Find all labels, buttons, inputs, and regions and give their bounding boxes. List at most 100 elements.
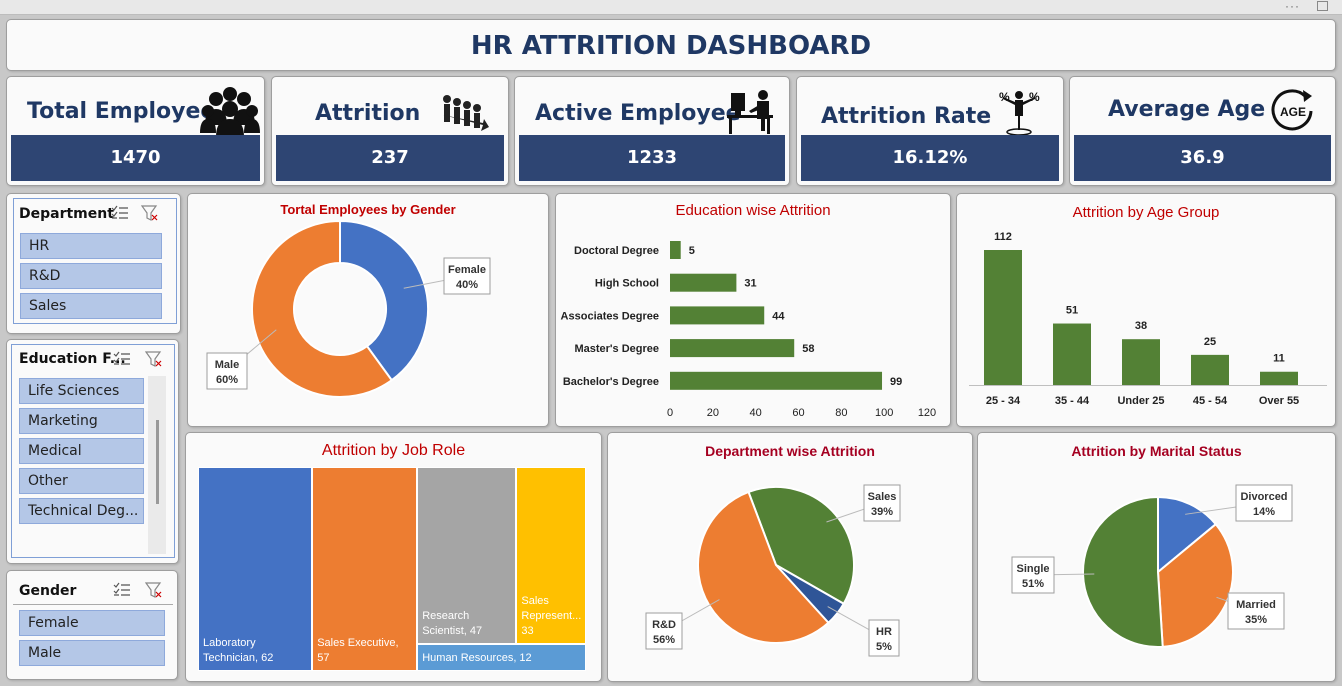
marital-pie-chart: Divorced 14% Married 35% Single 51% bbox=[1011, 484, 1293, 648]
pin-icon[interactable] bbox=[1317, 1, 1328, 11]
treemap-tile-label: Sales Represent... 33 bbox=[521, 595, 582, 638]
data-label-rd-text: 56% bbox=[653, 634, 675, 646]
clear-filter-icon[interactable] bbox=[145, 581, 163, 599]
bar-data-label: 112 bbox=[994, 231, 1012, 243]
data-label-sales-text: Sales bbox=[868, 491, 897, 503]
data-label-male-text: Male bbox=[215, 359, 239, 371]
chart-title: Tortal Employees by Gender bbox=[280, 202, 456, 217]
slicer-frame bbox=[11, 344, 175, 558]
page-title: HR ATTRITION DASHBOARD bbox=[470, 31, 872, 61]
pie-slice-sales bbox=[747, 486, 855, 606]
data-label-single-box bbox=[1011, 556, 1055, 594]
data-label-married-box bbox=[1227, 592, 1285, 630]
chart-title: Education wise Attrition bbox=[675, 202, 831, 219]
education-bar bbox=[670, 371, 883, 390]
multi-select-icon[interactable] bbox=[111, 205, 129, 221]
category-label: High School bbox=[595, 278, 659, 290]
age-cycle-icon: AGE bbox=[1271, 89, 1313, 131]
slicer-item-rnd[interactable]: R&D bbox=[20, 263, 162, 289]
people-group-icon bbox=[200, 87, 260, 137]
slicer-title: Department bbox=[19, 206, 114, 222]
bar-data-label: 25 bbox=[1204, 336, 1216, 348]
data-label-male-text: 60% bbox=[216, 374, 238, 386]
x-tick-label: 0 bbox=[667, 407, 673, 419]
department-slicer: Department HR R&D Sales bbox=[6, 193, 181, 334]
slicer-divider bbox=[13, 604, 173, 605]
category-label: Master's Degree bbox=[574, 343, 659, 355]
data-label-rd-box bbox=[645, 612, 683, 650]
kpi-attrition-rate: Attrition Rate %% 16.12% bbox=[796, 76, 1064, 186]
slicer-item-male[interactable]: Male bbox=[19, 640, 165, 666]
x-tick-label: 20 bbox=[707, 407, 719, 419]
age-group-column-chart: 112 25 - 34 51 35 - 44 38 Under 25 25 45 - 54 11… bbox=[969, 231, 1327, 407]
education-bar-chart: 0 20 40 60 80 100 120 Doctoral Degree 5 High Scho… bbox=[561, 241, 936, 419]
x-tick-label: 40 bbox=[750, 407, 762, 419]
age-group-bar bbox=[1191, 354, 1229, 385]
slicer-item-other[interactable]: Other bbox=[19, 468, 144, 494]
more-options-icon[interactable]: ··· bbox=[1285, 0, 1300, 13]
slicer-scrollbar[interactable] bbox=[148, 376, 166, 554]
data-label-female-box bbox=[443, 257, 491, 295]
svg-text:AGE: AGE bbox=[1280, 105, 1306, 119]
chart-title: Attrition by Age Group bbox=[1072, 204, 1220, 221]
treemap-tile-research-scientist: Research Scientist, 47 bbox=[417, 467, 517, 645]
treemap-tile-label: Sales Executive, 57 bbox=[317, 637, 399, 664]
category-label: Over 55 bbox=[1259, 395, 1299, 407]
attrition-people-icon bbox=[443, 95, 489, 131]
slicer-item-marketing[interactable]: Marketing bbox=[19, 408, 144, 434]
treemap-tile-laboratory-technician: Laboratory Technician, 62 bbox=[198, 467, 313, 671]
data-label-hr-text: 5% bbox=[876, 641, 892, 653]
data-label-divorced-text: 14% bbox=[1253, 506, 1275, 518]
education-bar bbox=[670, 306, 765, 325]
slicer-title: Education F... bbox=[19, 351, 126, 367]
bar-data-label: 58 bbox=[802, 343, 814, 355]
multi-select-icon[interactable] bbox=[113, 351, 131, 367]
category-label: Under 25 bbox=[1117, 395, 1164, 407]
pie-slice-divorced bbox=[1157, 495, 1218, 575]
gender-slicer: Gender Female Male bbox=[6, 570, 178, 680]
clear-filter-icon[interactable] bbox=[145, 350, 163, 368]
data-label-single-text: Single bbox=[1016, 563, 1049, 575]
scrollbar-thumb[interactable] bbox=[156, 420, 159, 504]
treemap-tile-label: Research Scientist, 47 bbox=[422, 610, 483, 638]
data-label-married-text: Married bbox=[1236, 599, 1276, 611]
kpi-value: 36.9 bbox=[1074, 135, 1331, 181]
bar-data-label: 5 bbox=[689, 245, 695, 257]
chart-title: Department wise Attrition bbox=[705, 443, 875, 459]
kpi-attrition: Attrition 237 bbox=[271, 76, 509, 186]
slicer-title: Gender bbox=[19, 583, 77, 599]
slicer-item-life-sciences[interactable]: Life Sciences bbox=[19, 378, 144, 404]
age-group-bar bbox=[1122, 339, 1160, 385]
bar-data-label: 51 bbox=[1066, 305, 1078, 317]
bar-data-label: 31 bbox=[744, 278, 756, 290]
bar-data-label: 99 bbox=[890, 376, 902, 388]
slicer-frame bbox=[13, 198, 177, 324]
kpi-total-employee: Total Employee 1470 bbox=[6, 76, 265, 186]
slicer-item-medical[interactable]: Medical bbox=[19, 438, 144, 464]
category-label: Bachelor's Degree bbox=[563, 376, 659, 388]
kpi-label: Attrition Rate bbox=[821, 104, 992, 129]
kpi-value: 237 bbox=[276, 135, 504, 181]
slicer-item-hr[interactable]: HR bbox=[20, 233, 162, 259]
kpi-label: Total Employee bbox=[27, 99, 216, 124]
data-label-divorced-box bbox=[1235, 484, 1293, 522]
data-label-sales-box bbox=[863, 484, 901, 522]
x-tick-label: 100 bbox=[875, 407, 893, 419]
pie-slice-single bbox=[1082, 495, 1164, 648]
kpi-active-employee: Active Employee 1233 bbox=[514, 76, 790, 186]
dashboard-title-card: HR ATTRITION DASHBOARD bbox=[6, 19, 1336, 71]
treemap-tile-sales-executive: Sales Executive, 57 bbox=[312, 467, 418, 671]
clear-filter-icon[interactable] bbox=[141, 204, 159, 222]
category-label: Doctoral Degree bbox=[574, 245, 659, 257]
multi-select-icon[interactable] bbox=[113, 582, 131, 598]
department-pie-chart: Sales 39% HR 5% R&D 56% bbox=[645, 484, 901, 657]
kpi-value: 1233 bbox=[519, 135, 785, 181]
kpi-average-age: Average Age AGE 36.9 bbox=[1069, 76, 1336, 186]
category-label: 45 - 54 bbox=[1193, 395, 1228, 407]
slicer-item-female[interactable]: Female bbox=[19, 610, 165, 636]
job-role-treemap: Laboratory Technician, 62 Sales Executive… bbox=[198, 467, 586, 671]
slicer-item-technical-degree[interactable]: Technical Deg... bbox=[19, 498, 144, 524]
kpi-value: 1470 bbox=[11, 135, 260, 181]
slicer-item-sales[interactable]: Sales bbox=[20, 293, 162, 319]
department-chart-card: Department wise Attrition Sales 39% HR 5% R&… bbox=[607, 432, 973, 682]
